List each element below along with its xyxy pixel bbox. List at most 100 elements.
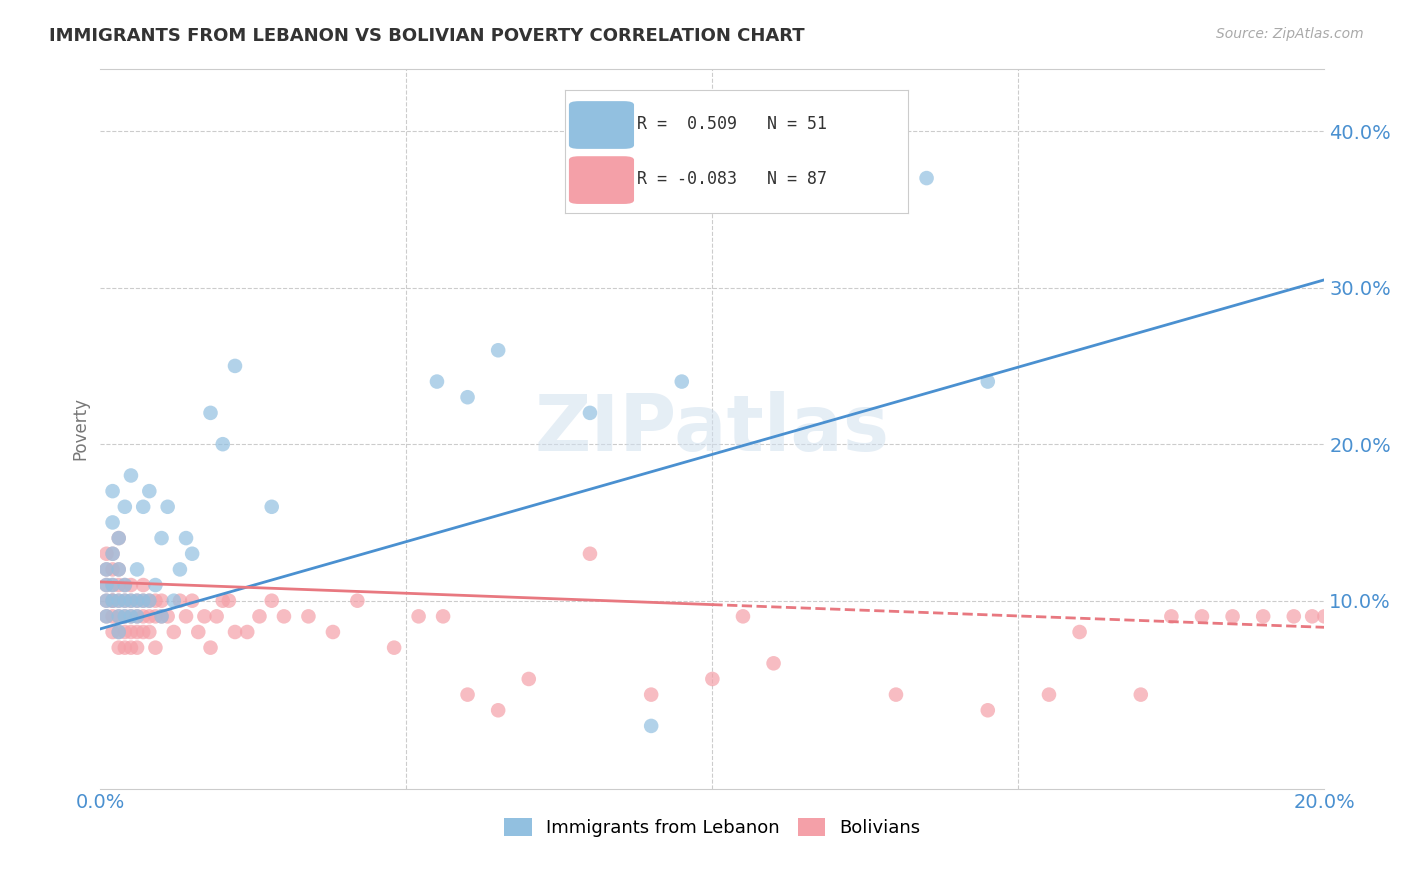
Legend: Immigrants from Lebanon, Bolivians: Immigrants from Lebanon, Bolivians	[498, 811, 928, 845]
Point	[125, 640, 148, 655]
Point	[132, 625, 155, 640]
Point	[101, 593, 124, 607]
Point	[249, 609, 271, 624]
Point	[426, 375, 449, 389]
Point	[977, 375, 1000, 389]
Point	[432, 609, 454, 624]
Point	[150, 609, 173, 624]
Point	[101, 484, 124, 499]
Point	[181, 547, 204, 561]
Point	[486, 343, 509, 358]
Point	[346, 593, 368, 607]
Point	[107, 625, 129, 640]
Point	[125, 609, 148, 624]
Point	[125, 593, 148, 607]
Point	[762, 657, 785, 671]
Point	[125, 625, 148, 640]
Point	[1251, 609, 1274, 624]
Point	[640, 688, 662, 702]
Point	[150, 593, 173, 607]
Point	[1301, 609, 1323, 624]
Point	[671, 375, 693, 389]
Point	[114, 609, 136, 624]
Point	[138, 593, 160, 607]
Point	[120, 609, 142, 624]
Point	[224, 359, 246, 373]
Point	[273, 609, 295, 624]
Point	[125, 562, 148, 576]
Point	[114, 500, 136, 514]
Point	[218, 593, 240, 607]
Point	[174, 609, 197, 624]
Point	[260, 593, 283, 607]
Point	[120, 609, 142, 624]
Point	[486, 703, 509, 717]
Point	[114, 578, 136, 592]
Point	[107, 625, 129, 640]
Point	[138, 625, 160, 640]
Point	[187, 625, 209, 640]
Point	[211, 437, 233, 451]
Point	[224, 625, 246, 640]
Text: ZIPatlas: ZIPatlas	[534, 391, 890, 467]
Point	[96, 578, 118, 592]
Point	[120, 468, 142, 483]
Point	[138, 484, 160, 499]
Point	[457, 390, 479, 404]
Text: Source: ZipAtlas.com: Source: ZipAtlas.com	[1216, 27, 1364, 41]
Point	[107, 531, 129, 545]
Point	[382, 640, 405, 655]
Point	[200, 640, 222, 655]
Point	[702, 186, 724, 201]
Point	[150, 531, 173, 545]
Point	[1282, 609, 1305, 624]
Point	[132, 593, 155, 607]
Point	[96, 562, 118, 576]
Point	[120, 578, 142, 592]
Point	[125, 593, 148, 607]
Point	[96, 562, 118, 576]
Point	[96, 609, 118, 624]
Point	[114, 593, 136, 607]
Point	[101, 625, 124, 640]
Point	[163, 625, 186, 640]
Text: IMMIGRANTS FROM LEBANON VS BOLIVIAN POVERTY CORRELATION CHART: IMMIGRANTS FROM LEBANON VS BOLIVIAN POVE…	[49, 27, 804, 45]
Point	[132, 593, 155, 607]
Point	[132, 500, 155, 514]
Point	[107, 562, 129, 576]
Point	[1313, 609, 1336, 624]
Point	[107, 609, 129, 624]
Point	[145, 609, 167, 624]
Point	[1222, 609, 1244, 624]
Point	[174, 531, 197, 545]
Point	[1191, 609, 1213, 624]
Point	[1129, 688, 1152, 702]
Point	[120, 593, 142, 607]
Point	[101, 578, 124, 592]
Point	[145, 593, 167, 607]
Point	[884, 186, 907, 201]
Point	[101, 547, 124, 561]
Point	[457, 688, 479, 702]
Point	[211, 593, 233, 607]
Point	[96, 593, 118, 607]
Point	[96, 578, 118, 592]
Point	[114, 609, 136, 624]
Point	[101, 593, 124, 607]
Point	[193, 609, 215, 624]
Point	[731, 609, 754, 624]
Point	[200, 406, 222, 420]
Point	[915, 171, 938, 186]
Point	[702, 171, 724, 186]
Point	[156, 609, 179, 624]
Point	[101, 593, 124, 607]
Point	[138, 609, 160, 624]
Point	[205, 609, 228, 624]
Point	[96, 593, 118, 607]
Point	[640, 719, 662, 733]
Point	[107, 593, 129, 607]
Point	[114, 625, 136, 640]
Point	[408, 609, 430, 624]
Point	[977, 703, 1000, 717]
Point	[107, 593, 129, 607]
